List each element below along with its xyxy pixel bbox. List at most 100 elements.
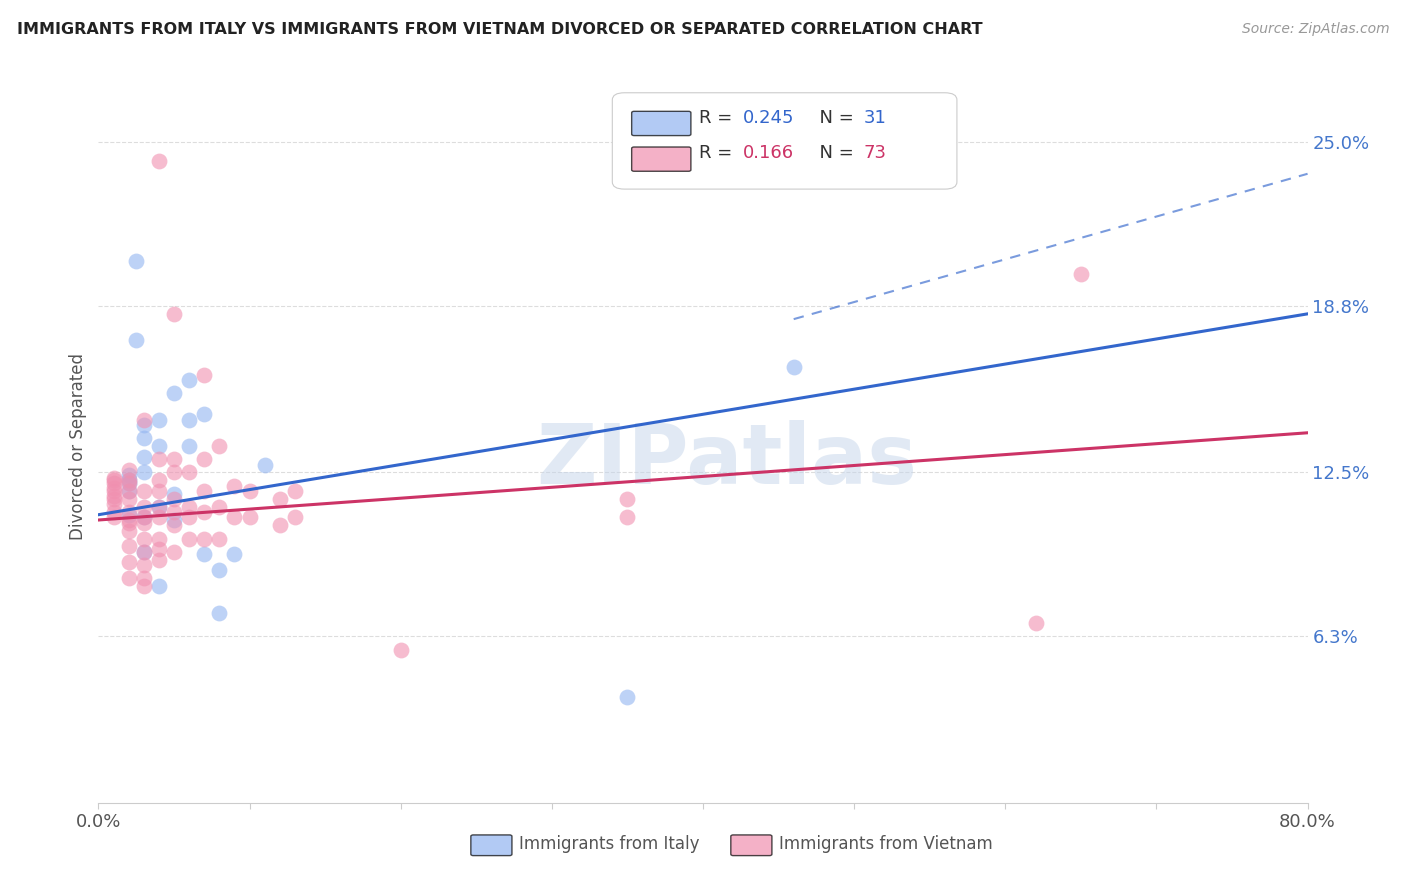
Point [148,579,170,593]
Point [616,690,638,704]
Point [103,475,125,490]
FancyBboxPatch shape [631,112,690,136]
Point [132,532,155,546]
Point [132,510,155,524]
Point [103,474,125,488]
Point [132,510,155,524]
Point [179,532,201,546]
Point [118,483,141,498]
Point [148,552,170,566]
Text: 0.245: 0.245 [742,109,794,127]
Point [125,333,148,347]
Point [118,475,141,490]
Text: N =: N = [808,145,859,162]
Point [132,571,155,585]
Text: 0.166: 0.166 [742,145,794,162]
Point [163,518,186,533]
Point [1070,267,1092,281]
Point [148,483,170,498]
Point [103,497,125,511]
Point [118,483,141,498]
Point [179,500,201,514]
Point [132,412,155,426]
Point [193,368,215,382]
Point [389,642,412,657]
Point [118,468,141,483]
Point [148,153,170,168]
Point [118,516,141,530]
Point [163,452,186,467]
Point [148,439,170,453]
Point [284,483,307,498]
Point [148,452,170,467]
Point [163,307,186,321]
Point [193,407,215,421]
Point [132,450,155,464]
Point [118,475,141,490]
Text: ZIPatlas: ZIPatlas [537,420,918,500]
Point [284,510,307,524]
Point [783,359,806,374]
Point [148,532,170,546]
Point [208,532,231,546]
Point [179,373,201,387]
Point [132,500,155,514]
Point [208,439,231,453]
Point [132,417,155,432]
FancyBboxPatch shape [471,835,512,855]
Point [132,545,155,559]
Point [208,500,231,514]
Point [208,563,231,577]
Point [103,491,125,506]
Point [132,483,155,498]
FancyBboxPatch shape [631,147,690,171]
Point [118,540,141,554]
Point [224,510,246,524]
Point [163,513,186,527]
Point [269,491,291,506]
Point [163,466,186,480]
Point [103,483,125,498]
Point [163,386,186,401]
Point [148,500,170,514]
Text: Source: ZipAtlas.com: Source: ZipAtlas.com [1241,22,1389,37]
Point [125,254,148,268]
Point [103,481,125,495]
Point [616,510,638,524]
Point [118,524,141,538]
FancyBboxPatch shape [731,835,772,855]
Point [616,491,638,506]
Point [163,486,186,500]
FancyBboxPatch shape [613,93,957,189]
Point [193,547,215,561]
Point [148,510,170,524]
Point [118,474,141,488]
Point [179,412,201,426]
Point [239,510,262,524]
Point [103,510,125,524]
Point [132,558,155,572]
Point [239,483,262,498]
Point [163,545,186,559]
Point [118,508,141,522]
Point [179,466,201,480]
Text: N =: N = [808,109,859,127]
Y-axis label: Divorced or Separated: Divorced or Separated [69,352,87,540]
Point [179,510,201,524]
Point [148,542,170,557]
Text: 31: 31 [863,109,887,127]
Point [118,474,141,488]
Point [208,606,231,620]
Point [224,478,246,492]
Point [148,474,170,488]
Point [132,431,155,445]
Point [224,547,246,561]
Point [103,471,125,485]
Point [163,505,186,519]
Text: 73: 73 [863,145,887,162]
Point [132,545,155,559]
Point [1024,616,1046,631]
Point [253,458,276,472]
Point [132,466,155,480]
Point [148,500,170,514]
